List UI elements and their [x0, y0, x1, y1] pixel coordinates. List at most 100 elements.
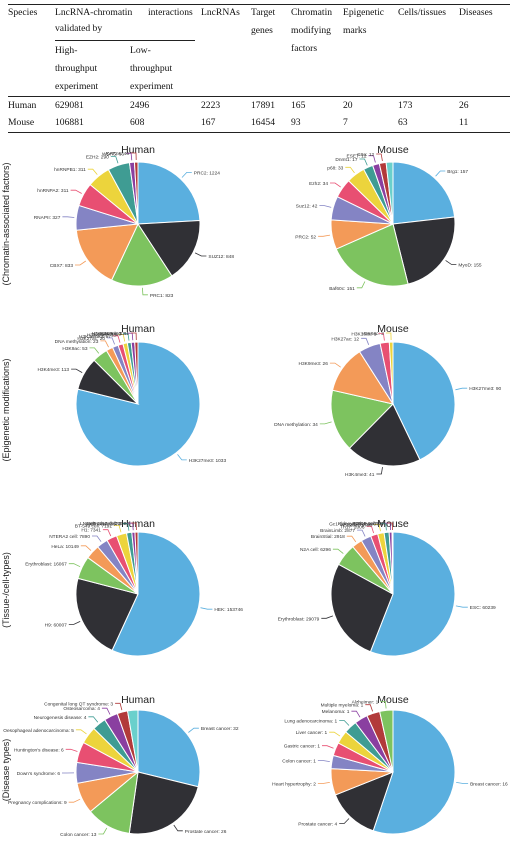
- pie-label-mouse-0-prc2: PRC2: 52: [295, 234, 316, 240]
- pie-label-mouse-0-eset: ESET: 12: [347, 154, 367, 160]
- pie-slice-mouse-3-breast-cancer: [372, 709, 456, 835]
- pie-slice-human-2-hek: [111, 531, 201, 657]
- pie-label-human-0-suz12: SUZ12: 848: [208, 254, 234, 260]
- pie-slice-human-1-h3k9me3: [134, 341, 139, 405]
- pie-leader-mouse-2-hpc5-cell: [387, 522, 393, 530]
- pie-label-human-3-prostate-cancer: Prostate cancer: 26: [185, 829, 227, 835]
- pie-label-mouse-3-gastric-cancer: Gastric cancer: 1: [284, 744, 321, 750]
- header-species: Species: [8, 7, 38, 18]
- pie-leader-mouse-1-h3k27me3: [455, 387, 468, 391]
- pie-label-mouse-3-lung-adenocarcinoma: Lung adenocarcinoma: 1: [284, 719, 337, 725]
- pie-label-mouse-2-gc1-spg-cell-line: Gc1-Spg cell line: 1407: [329, 521, 379, 527]
- pie-label-mouse-0-brg1: Brg1: 157: [447, 169, 468, 175]
- header-diseases: Diseases: [459, 7, 493, 18]
- pie-leader-mouse-0-dnmt1: [359, 158, 368, 166]
- pie-leader-mouse-3-lung-adenocarcinoma: [339, 720, 350, 726]
- stats-table: Species LncRNA-chromatin interactions va…: [0, 0, 520, 135]
- pie-slice-mouse-0-other: [385, 161, 394, 225]
- pie-label-human-0-ezh2: EZH2: 290: [86, 155, 109, 161]
- pie-leader-mouse-2-n2a-cell: [332, 548, 344, 554]
- pie-leader-human-1-h3k27ac: [107, 337, 115, 345]
- row-human-cells: 173: [398, 100, 413, 111]
- header-interactions: LncRNA-chromatin: [55, 7, 133, 18]
- pie-label-human-2-mcf7-cell: MCF7 cell: 3678: [86, 522, 121, 528]
- pie-leader-mouse-3-heart-hypertrophy: [317, 782, 330, 784]
- pie-label-human-1-h3k4me2: H3K4me2: 15: [87, 333, 117, 339]
- pie-leader-mouse-0-prc2: [318, 234, 331, 237]
- pie-label-mouse-0-baf60c: Baf60c: 151: [329, 286, 355, 292]
- row-label-epigenetic-modifications: (Epigenetic modifications): [1, 358, 11, 461]
- pie-leader-human-1-h3k9ac: [89, 347, 100, 354]
- pie-label-human-3-huntington-s-disease: Huntington's disease: 6: [14, 747, 64, 753]
- pie-label-human-2-ntera2-cell: NTERA2 cell: 7890: [49, 534, 90, 540]
- pie-leader-human-1-h3k4me2: [118, 334, 126, 342]
- pie-label-mouse-0-g9a: G9a: 12: [357, 152, 374, 158]
- pie-slice-mouse-1-h3k4me3: [348, 403, 421, 467]
- pie-leader-mouse-3-prostate-cancer: [339, 818, 350, 824]
- pie-leader-human-1-dna-methylation: [100, 340, 109, 348]
- pie-label-mouse-2-erythroblast: Erythroblast: 29079: [278, 616, 320, 622]
- pie-leader-human-1-h3k27me3: [177, 454, 187, 461]
- pie-label-human-0-cbx7: CBX7: 833: [50, 263, 74, 269]
- pie-leader-human-0-cbx7: [75, 260, 87, 266]
- pie-leader-mouse-3-liver-cancer: [329, 731, 341, 737]
- pie-leader-human-3-congenital-long-qt-syndrome: [115, 702, 123, 711]
- pie-leader-human-1-h3k4me3: [71, 368, 83, 373]
- pie-label-mouse-2-hpc5-cell: HPC5 cell: 264: [354, 521, 386, 527]
- pie-slice-mouse-1-h3k27me3: [392, 341, 456, 461]
- pie-label-human-0-hnrnpb1: hnRNPB1: 311: [54, 167, 86, 173]
- pie-label-mouse-1-h3k27me3: H3K27me3: 90: [469, 386, 501, 392]
- pie-leader-human-2-erythroblast: [68, 563, 81, 568]
- row-human-species: Human: [8, 100, 37, 111]
- header-cmf-3: factors: [291, 43, 318, 54]
- pie-label-mouse-3-liver-cancer: Liver cancer: 1: [296, 730, 328, 736]
- pie-label-human-3-breast-cancer: Breast cancer: 32: [201, 726, 239, 732]
- pie-leader-mouse-0-ezh2: [330, 182, 341, 188]
- header-low-2: throughput: [130, 63, 173, 74]
- pie-label-human-2-lncap-cds2-cell: LNCaP-cds2 cell: 2132: [80, 521, 129, 527]
- pie-leader-human-0-prc2: [181, 171, 192, 178]
- header-epi-2: marks: [343, 25, 367, 36]
- pie-label-mouse-3-alzheimer: Alzheimer: 1: [352, 699, 379, 705]
- pie-label-mouse-0-ezh2: Ezh2: 34: [309, 181, 328, 187]
- header-targets-1: Target: [251, 7, 276, 18]
- pie-label-human-1-h3k27me3: H3K27me3: 1033: [189, 458, 227, 464]
- pie-leader-human-0-ezh2: [110, 156, 119, 164]
- pie-leader-human-2-mcf7-cell: [122, 523, 130, 531]
- pie-slice-mouse-0-brg1: [392, 161, 456, 225]
- pie-label-human-2-hela: HeLa: 10149: [51, 544, 79, 550]
- pie-leader-mouse-2-esc: [455, 605, 468, 608]
- pie-title-mouse-2: Mouse: [377, 518, 409, 530]
- row-human-cmf: 165: [291, 100, 306, 111]
- pie-leader-mouse-0-brg1: [435, 170, 446, 177]
- pie-label-human-0-wdr5: WDR5: 66: [102, 151, 124, 157]
- row-human-epi: 20: [343, 100, 353, 111]
- pie-leader-mouse-0-eset: [368, 155, 376, 163]
- pie-leader-mouse-1-h3k4me3: [376, 467, 383, 475]
- pie-label-mouse-0-myod: MyoD: 155: [458, 262, 482, 268]
- row-mouse-species: Mouse: [8, 117, 35, 128]
- pie-slice-human-3-breast-cancer: [137, 709, 201, 788]
- pie-title-mouse-1: Mouse: [377, 323, 409, 335]
- pie-label-mouse-3-multiple-myeloma: Multiple myeloma: 1: [321, 703, 364, 709]
- pie-slice-human-2-h9: [75, 577, 139, 651]
- pie-slice-human-0-cbx7: [75, 223, 139, 281]
- pie-label-human-2-bt-549-cell: BT-549 cell: 7191: [75, 524, 113, 530]
- pie-leader-human-1-h3k36me3: [113, 335, 121, 343]
- header-interactions-2: interactions: [148, 7, 193, 18]
- header-cmf-1: Chromatin: [291, 7, 333, 18]
- row-human-lncrnas: 2223: [201, 100, 221, 111]
- pie-label-human-2-h9: H9: 60007: [45, 622, 67, 628]
- row-mouse-lncrnas: 167: [201, 117, 216, 128]
- row-mouse-high: 106881: [55, 117, 84, 128]
- row-human-high: 629081: [55, 100, 84, 111]
- pie-label-human-3-neurogenesis-disease: Neurogenesis disease: 4: [34, 715, 87, 721]
- row-label-tissue-cell-types: (Tissue-/cell-types): [1, 552, 11, 628]
- pie-leader-human-2-ntera2-cell: [92, 535, 102, 542]
- pie-label-human-2-h1: H1: 7341: [81, 528, 101, 534]
- pie-slice-mouse-1-dna-methylation: [330, 389, 394, 449]
- pie-leader-mouse-2-erythroblast: [321, 615, 334, 619]
- pie-leader-mouse-3-gastric-cancer: [322, 745, 334, 749]
- pie-leader-mouse-0-suz12: [319, 205, 332, 208]
